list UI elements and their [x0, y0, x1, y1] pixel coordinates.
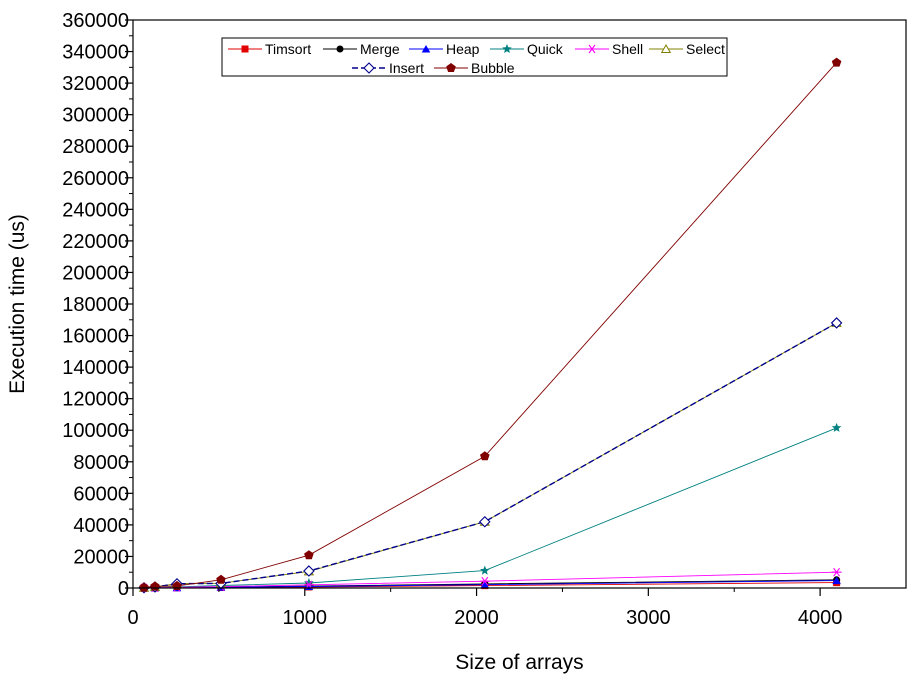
data-point: [480, 451, 490, 461]
legend-item-shell: Shell: [575, 41, 643, 57]
legend-marker: [421, 45, 431, 53]
legend-item-heap: Heap: [409, 41, 480, 57]
data-point: [304, 550, 314, 560]
y-tick-label: 140000: [62, 357, 129, 379]
legend-item-bubble: Bubble: [434, 60, 515, 76]
x-axis: 0 1000 2000 3000 4000: [127, 588, 842, 629]
data-point: [830, 317, 843, 329]
y-tick-label: 100000: [62, 420, 129, 442]
legend-marker: [660, 43, 672, 53]
legend-label: Timsort: [265, 41, 311, 57]
legend-item-timsort: Timsort: [228, 41, 311, 57]
data-point: [831, 567, 842, 577]
data-point: [831, 422, 842, 432]
x-axis-title: Size of arrays: [455, 651, 583, 674]
x-tick-label: 4000: [798, 607, 843, 629]
legend-label: Select: [686, 41, 725, 57]
y-tick-label: 120000: [62, 389, 129, 411]
legend-label: Merge: [360, 41, 400, 57]
y-tick-label: 320000: [62, 73, 129, 95]
y-tick-label: 360000: [62, 10, 129, 32]
data-point: [304, 578, 314, 587]
legend-item-quick: Quick: [490, 41, 564, 57]
y-tick-label: 260000: [62, 168, 129, 190]
y-tick-label: 20000: [73, 546, 129, 568]
data-point: [831, 57, 842, 67]
data-point: [480, 565, 490, 575]
y-tick-label: 200000: [62, 262, 129, 284]
y-tick-label: 340000: [62, 42, 129, 64]
legend-marker: [502, 44, 512, 53]
legend-label: Insert: [389, 60, 424, 76]
legend: Timsort Merge Heap Quick Shell Select Insert Bu…: [221, 37, 728, 77]
legend-label: Heap: [446, 41, 480, 57]
legend-marker: [587, 44, 597, 54]
legend-label: Bubble: [471, 60, 515, 76]
y-axis-title: Execution time (us): [6, 214, 29, 394]
legend-box: [221, 37, 728, 77]
x-tick-label: 2000: [454, 607, 499, 629]
data-point: [480, 580, 490, 589]
legend-item-merge: Merge: [323, 41, 400, 57]
data-point: [479, 576, 490, 586]
y-tick-label: 240000: [62, 199, 129, 221]
y-axis: 0 20000 40000 60000 80000 100000 120000 140000 1…: [62, 10, 133, 600]
legend-item-select: Select: [649, 41, 725, 57]
legend-marker: [446, 63, 456, 72]
legend-label: Shell: [612, 41, 643, 57]
legend-label: Quick: [527, 41, 564, 57]
data-point: [479, 515, 491, 528]
legend-marker: [241, 45, 249, 53]
y-tick-label: 220000: [62, 231, 129, 253]
x-tick-label: 1000: [283, 607, 328, 629]
data-point: [303, 565, 315, 577]
legend-marker: [336, 45, 344, 53]
y-tick-label: 300000: [62, 105, 129, 127]
y-tick-label: 280000: [62, 136, 129, 158]
y-tick-label: 160000: [62, 326, 129, 348]
legend-marker: [363, 62, 375, 74]
y-tick-label: 180000: [62, 294, 129, 316]
y-tick-label: 0: [118, 578, 129, 600]
y-tick-label: 40000: [73, 515, 129, 537]
legend-item-insert: Insert: [352, 60, 424, 76]
x-tick-label: 0: [127, 607, 138, 629]
data-point: [139, 582, 149, 592]
y-tick-label: 80000: [73, 452, 129, 474]
x-tick-label: 3000: [626, 607, 671, 629]
data-point: [216, 574, 226, 584]
y-tick-label: 60000: [73, 483, 129, 505]
data-point: [832, 576, 841, 585]
